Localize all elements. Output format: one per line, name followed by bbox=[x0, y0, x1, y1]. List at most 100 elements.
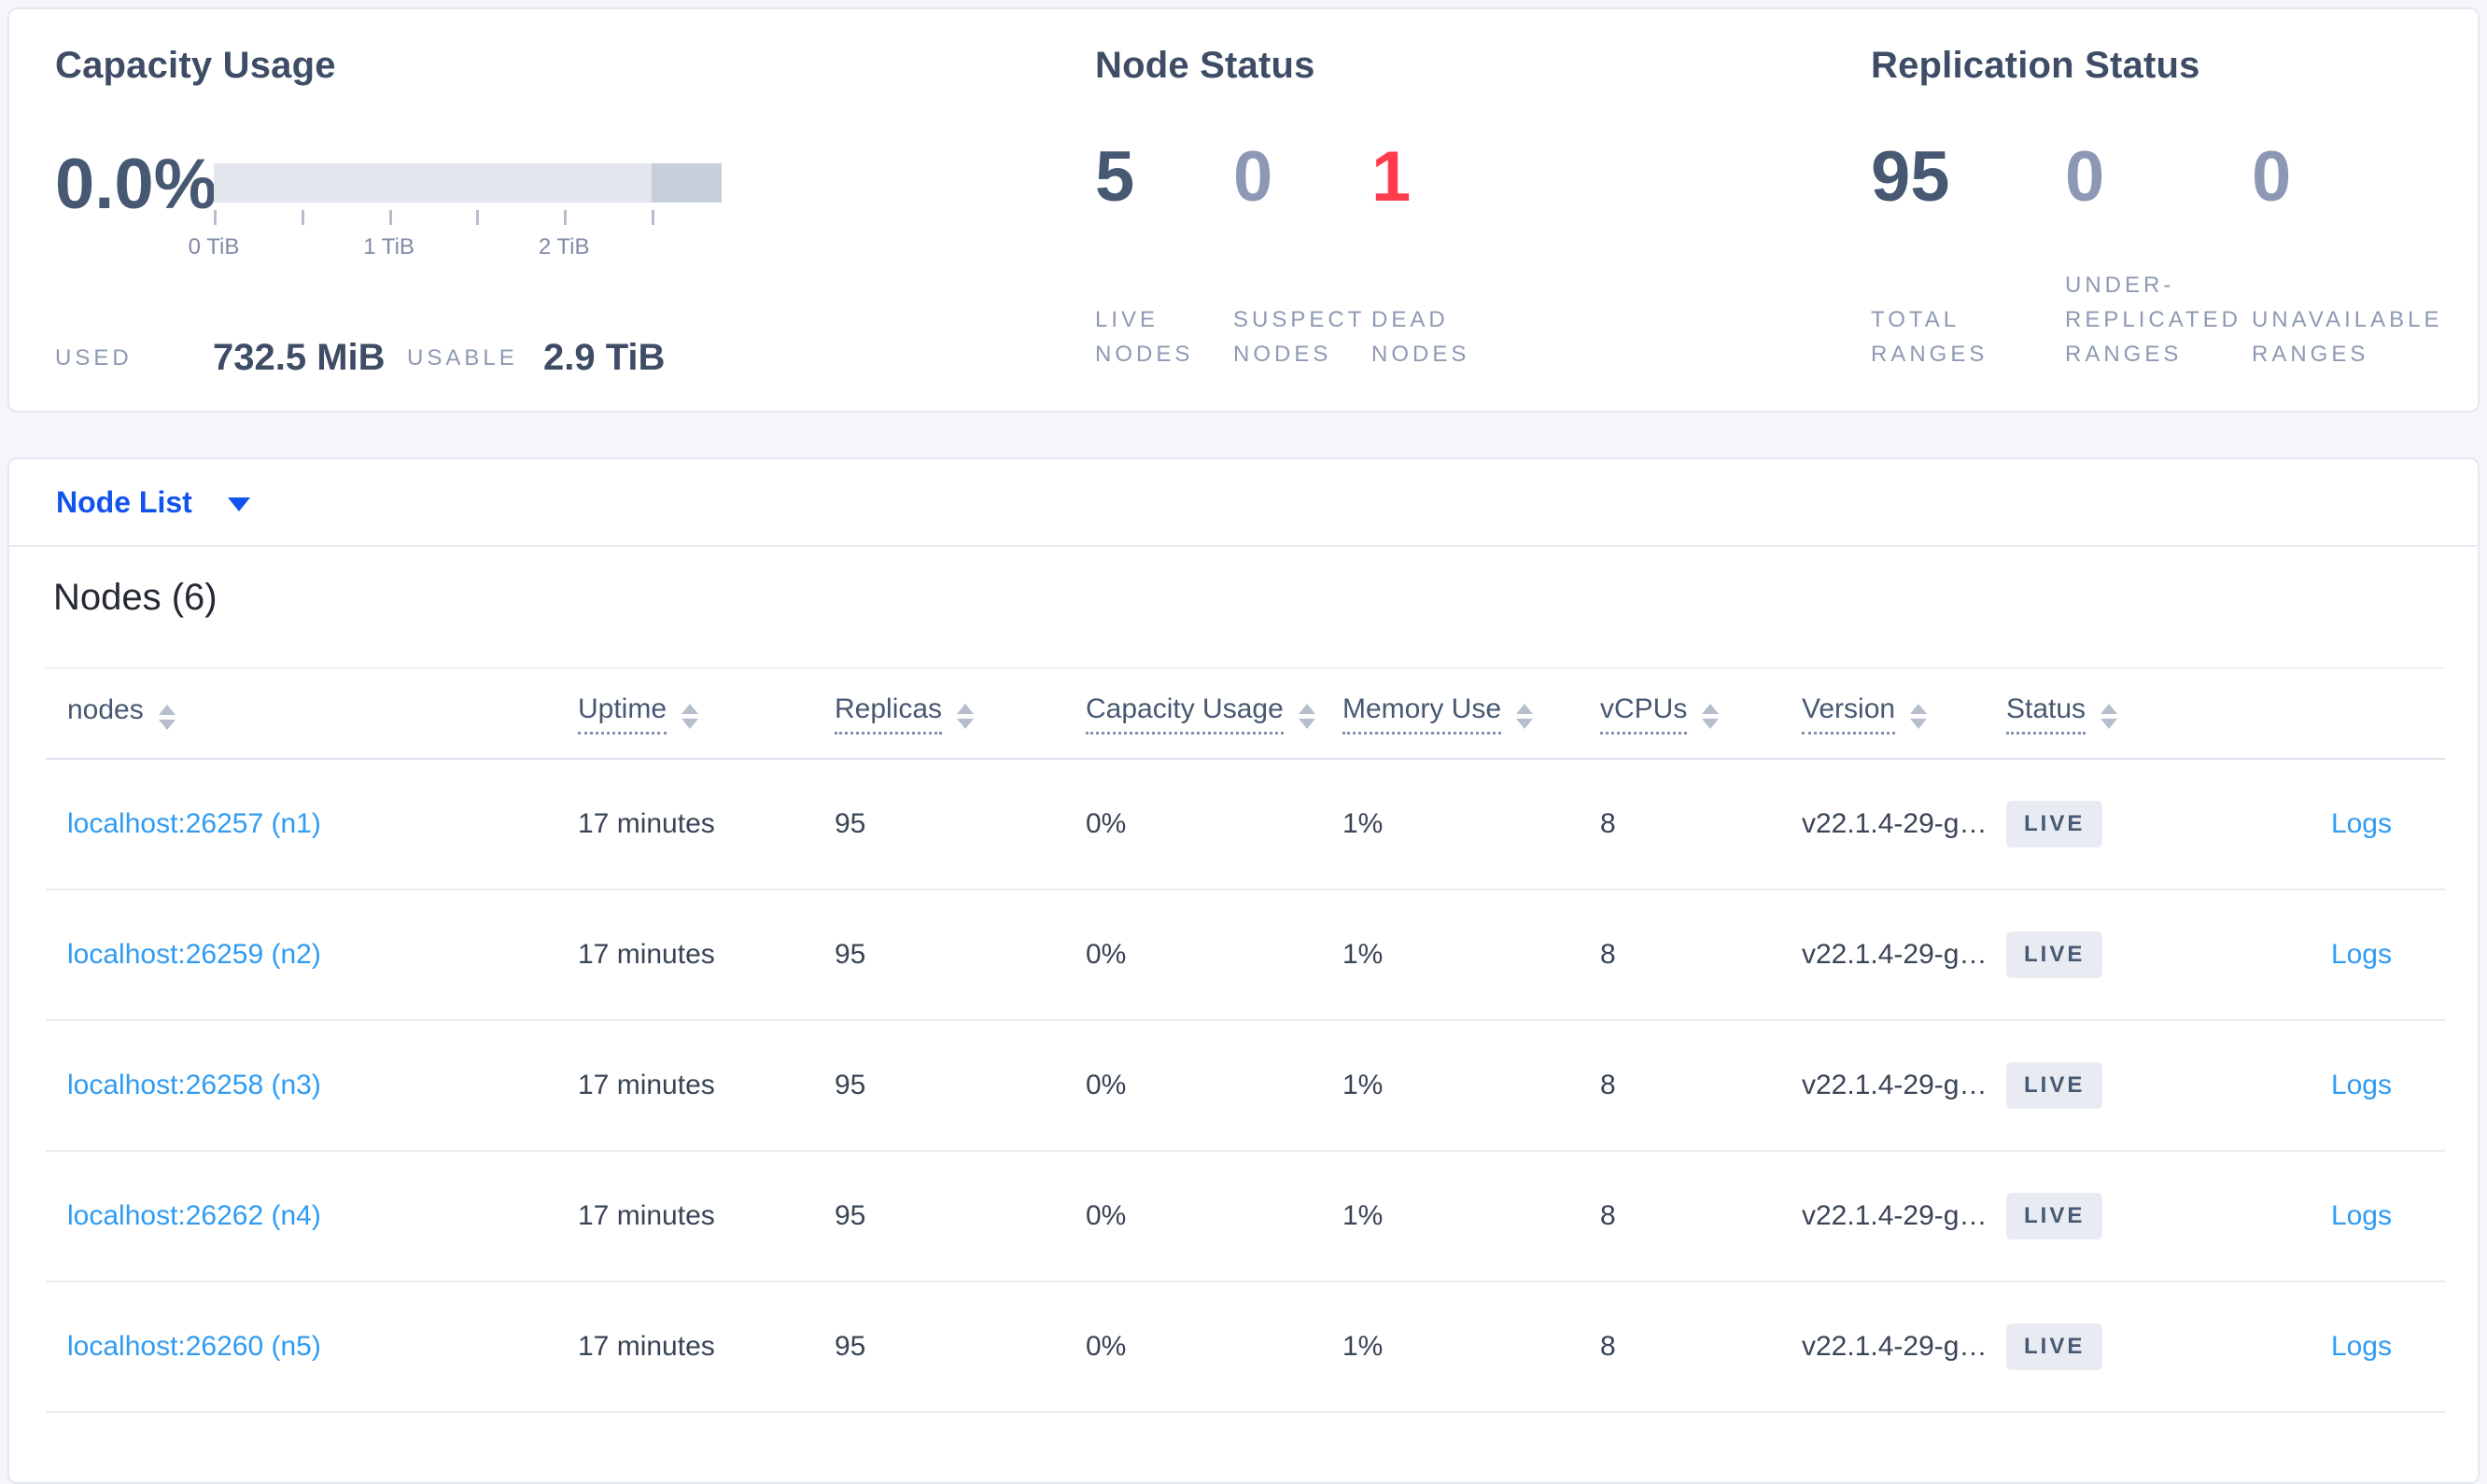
column-header-node[interactable]: nodes bbox=[46, 694, 578, 733]
stat-value: 1 bbox=[1371, 137, 1412, 217]
logs-link[interactable]: Logs bbox=[2330, 1331, 2392, 1362]
sort-icon bbox=[2101, 703, 2118, 729]
stat-label: UNDER-REPLICATED RANGES bbox=[2065, 273, 2241, 367]
cell-memory_use: 1% bbox=[1342, 1200, 1384, 1231]
node-list-selector[interactable]: Node List bbox=[9, 459, 2478, 547]
axis-tick bbox=[388, 210, 392, 225]
cell-vcpus: 8 bbox=[1600, 939, 1616, 970]
cell-node: localhost:26258 (n3) bbox=[46, 1070, 578, 1101]
node-link[interactable]: localhost:26259 (n2) bbox=[67, 939, 321, 970]
stat-value: 0 bbox=[2065, 137, 2105, 217]
column-header-label: Capacity Usage bbox=[1086, 693, 1284, 735]
stat-live-nodes: 5 LIVE NODES bbox=[1095, 142, 1233, 385]
sort-icon bbox=[957, 703, 975, 729]
cell-node: localhost:26262 (n4) bbox=[46, 1200, 578, 1232]
sort-icon bbox=[1516, 703, 1534, 729]
cell-status: LIVE bbox=[2006, 1062, 2286, 1109]
cell-version: v22.1.4-29-g… bbox=[1802, 939, 1988, 970]
nodes-table-header: nodes Uptime Replicas Capacity Usage Memory … bbox=[46, 667, 2445, 760]
stat-total-ranges: 95 TOTAL RANGES bbox=[1871, 142, 2065, 385]
capacity-bar-track bbox=[214, 163, 722, 203]
nodes-table: nodes Uptime Replicas Capacity Usage Memory … bbox=[46, 667, 2445, 1413]
stat-value: 0 bbox=[1233, 137, 1273, 217]
status-badge: LIVE bbox=[2006, 801, 2103, 847]
cell-status: LIVE bbox=[2006, 801, 2286, 847]
cell-logs: Logs bbox=[2286, 808, 2445, 840]
stat-label: UNAVAILABLE RANGES bbox=[2252, 307, 2443, 367]
cell-capacity_usage: 0% bbox=[1086, 1200, 1127, 1231]
stat-label: LIVE NODES bbox=[1095, 307, 1194, 367]
cell-status: LIVE bbox=[2006, 931, 2286, 978]
cell-node: localhost:26257 (n1) bbox=[46, 808, 578, 840]
stat-label: SUSPECT NODES bbox=[1233, 307, 1365, 367]
cell-memory_use: 1% bbox=[1342, 1070, 1384, 1100]
logs-link[interactable]: Logs bbox=[2330, 1200, 2392, 1231]
cell-node: localhost:26260 (n5) bbox=[46, 1331, 578, 1363]
logs-link[interactable]: Logs bbox=[2330, 808, 2392, 839]
column-header-uptime[interactable]: Uptime bbox=[578, 693, 835, 735]
cell-replicas: 95 bbox=[835, 1331, 866, 1362]
cell-version: v22.1.4-29-g… bbox=[1802, 1070, 1988, 1100]
logs-link[interactable]: Logs bbox=[2330, 1070, 2392, 1100]
stat-under-replicated-ranges: 0 UNDER-REPLICATED RANGES bbox=[2065, 142, 2252, 385]
status-badge: LIVE bbox=[2006, 931, 2103, 978]
caret-down-icon bbox=[227, 497, 250, 511]
cell-uptime: 17 minutes bbox=[578, 939, 715, 970]
column-header-label: Uptime bbox=[578, 693, 667, 735]
node-link[interactable]: localhost:26257 (n1) bbox=[67, 808, 321, 839]
replication-status-title: Replication Status bbox=[1871, 45, 2200, 86]
column-header-label: vCPUs bbox=[1600, 693, 1688, 735]
node-link[interactable]: localhost:26258 (n3) bbox=[67, 1070, 321, 1100]
axis-tick-label: 0 TiB bbox=[188, 234, 240, 259]
sort-icon bbox=[1702, 703, 1720, 729]
bar-segment-dark bbox=[651, 163, 722, 203]
cell-capacity_usage: 0% bbox=[1086, 939, 1127, 970]
cell-replicas: 95 bbox=[835, 808, 866, 839]
stat-unavailable-ranges: 0 UNAVAILABLE RANGES bbox=[2252, 142, 2478, 385]
capacity-usage-bar: 0 TiB 1 TiB 2 TiB bbox=[189, 163, 722, 259]
stat-value: 0 bbox=[2252, 137, 2292, 217]
sort-icon bbox=[681, 703, 699, 729]
nodes-card: Node List Nodes (6) nodes Uptime Replicas C… bbox=[7, 457, 2480, 1484]
sort-icon bbox=[1910, 703, 1928, 729]
cell-version: v22.1.4-29-g… bbox=[1802, 1200, 1988, 1231]
column-header-version[interactable]: Version bbox=[1802, 693, 2006, 735]
cell-uptime: 17 minutes bbox=[578, 1070, 715, 1100]
cell-vcpus: 8 bbox=[1600, 1200, 1616, 1231]
logs-link[interactable]: Logs bbox=[2330, 939, 2392, 970]
cell-status: LIVE bbox=[2006, 1193, 2286, 1239]
stat-label: TOTAL RANGES bbox=[1871, 307, 1988, 367]
status-badge: LIVE bbox=[2006, 1062, 2103, 1109]
usable-value: 2.9 TiB bbox=[543, 337, 666, 378]
column-header-label: Status bbox=[2006, 693, 2087, 735]
sort-icon bbox=[1298, 703, 1315, 729]
column-header-replicas[interactable]: Replicas bbox=[835, 693, 1086, 735]
column-header-capacity_usage[interactable]: Capacity Usage bbox=[1086, 693, 1342, 735]
axis-tick bbox=[564, 210, 568, 225]
column-header-memory_use[interactable]: Memory Use bbox=[1342, 693, 1600, 735]
column-header-vcpus[interactable]: vCPUs bbox=[1600, 693, 1802, 735]
cell-memory_use: 1% bbox=[1342, 1331, 1384, 1362]
capacity-stats: USED 732.5 MiB USABLE 2.9 TiB bbox=[55, 327, 765, 379]
axis-tick bbox=[651, 210, 654, 225]
axis-tick-label: 1 TiB bbox=[363, 234, 414, 259]
column-header-status[interactable]: Status bbox=[2006, 693, 2286, 735]
cell-node: localhost:26259 (n2) bbox=[46, 939, 578, 971]
cell-capacity_usage: 0% bbox=[1086, 1331, 1127, 1362]
used-label: USED bbox=[55, 345, 133, 371]
table-row: localhost:26258 (n3) 17 minutes 95 0% 1% 8 v22… bbox=[46, 1021, 2445, 1152]
node-link[interactable]: localhost:26262 (n4) bbox=[67, 1200, 321, 1231]
node-link[interactable]: localhost:26260 (n5) bbox=[67, 1331, 321, 1362]
table-row: localhost:26257 (n1) 17 minutes 95 0% 1% 8 v22… bbox=[46, 760, 2445, 890]
node-status-title: Node Status bbox=[1095, 45, 1315, 86]
usable-label: USABLE bbox=[407, 345, 518, 371]
cell-vcpus: 8 bbox=[1600, 1331, 1616, 1362]
cell-memory_use: 1% bbox=[1342, 939, 1384, 970]
node-list-selector-label: Node List bbox=[56, 484, 192, 519]
status-badge: LIVE bbox=[2006, 1323, 2103, 1370]
replication-status-section: Replication Status 95 TOTAL RANGES 0 UNDER-… bbox=[1871, 9, 2478, 411]
cell-uptime: 17 minutes bbox=[578, 808, 715, 839]
node-status-section: Node Status 5 LIVE NODES 0 SUSPECT NODES 1 DE… bbox=[1095, 9, 1823, 411]
cell-replicas: 95 bbox=[835, 1070, 866, 1100]
used-value: 732.5 MiB bbox=[213, 337, 386, 378]
